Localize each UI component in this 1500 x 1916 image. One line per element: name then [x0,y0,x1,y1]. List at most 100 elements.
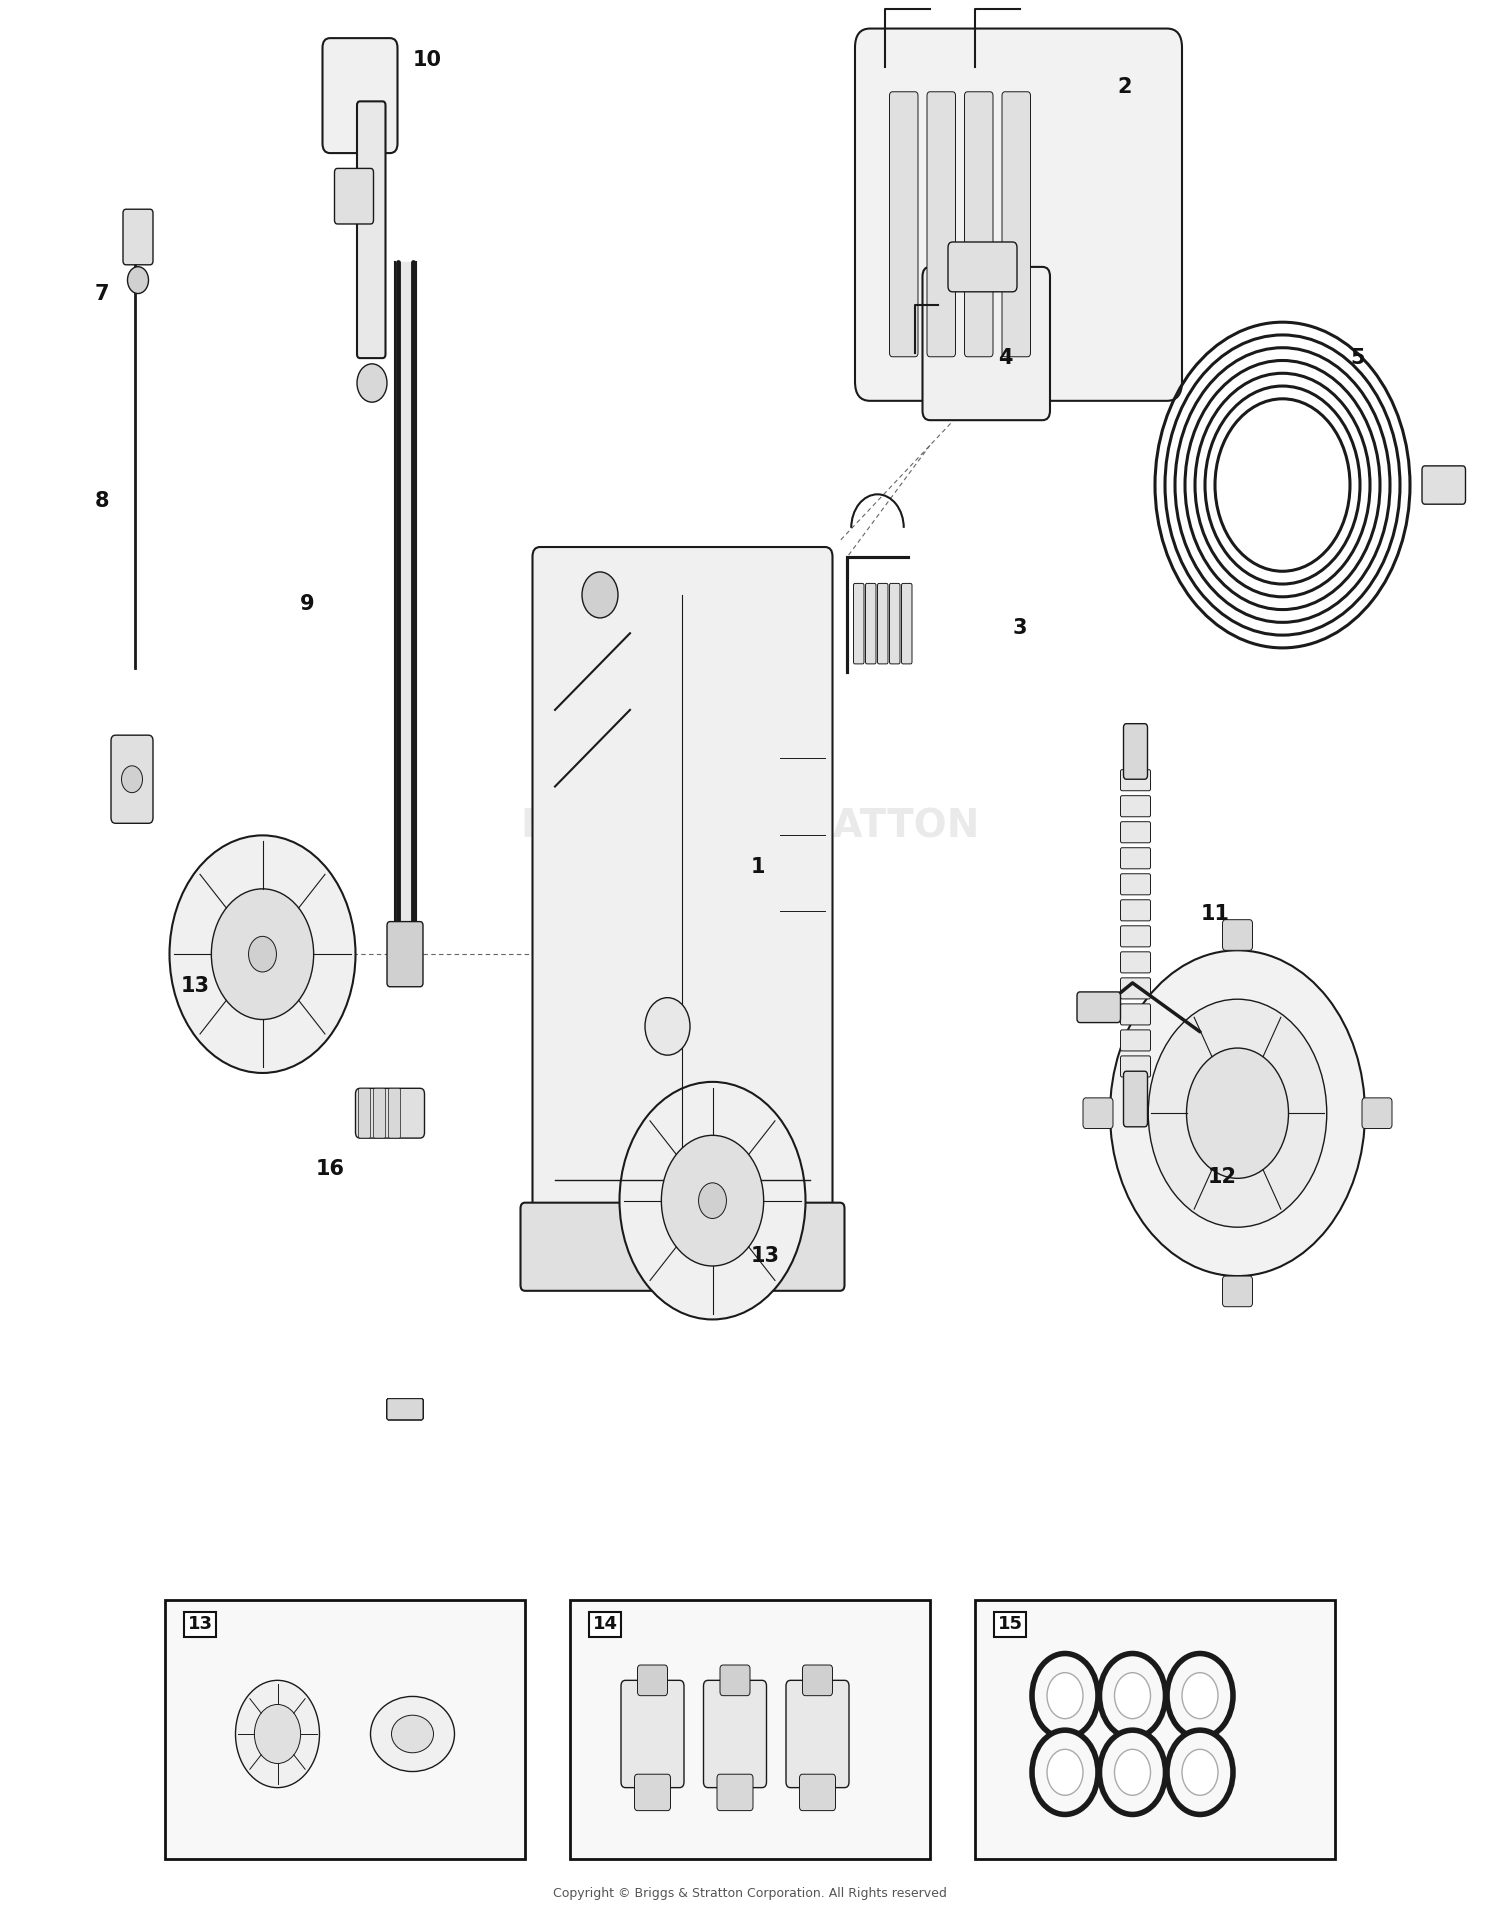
Text: 13: 13 [188,1615,213,1632]
FancyBboxPatch shape [1124,724,1148,780]
Text: 8: 8 [94,490,110,512]
Text: BRIGGS & STRATTON: BRIGGS & STRATTON [520,809,980,847]
FancyBboxPatch shape [1120,901,1150,922]
FancyBboxPatch shape [1120,770,1150,791]
FancyBboxPatch shape [520,1203,844,1291]
FancyBboxPatch shape [1120,795,1150,816]
Circle shape [122,766,142,793]
Text: 16: 16 [315,1159,345,1178]
FancyBboxPatch shape [890,92,918,356]
FancyBboxPatch shape [1120,925,1150,947]
Circle shape [1182,1749,1218,1795]
FancyBboxPatch shape [322,38,398,153]
Circle shape [1047,1673,1083,1719]
Circle shape [1114,1673,1150,1719]
FancyBboxPatch shape [1120,977,1150,998]
Text: 5: 5 [1350,349,1365,368]
FancyBboxPatch shape [111,736,153,824]
FancyBboxPatch shape [357,102,386,358]
FancyBboxPatch shape [1362,1098,1392,1129]
FancyBboxPatch shape [638,1665,668,1696]
FancyBboxPatch shape [878,584,888,665]
Text: 4: 4 [998,349,1012,368]
FancyBboxPatch shape [387,1399,423,1420]
Circle shape [620,1083,806,1320]
Circle shape [1167,1730,1233,1814]
FancyBboxPatch shape [358,1088,370,1138]
Circle shape [1149,1000,1326,1226]
Text: 9: 9 [300,594,315,615]
FancyBboxPatch shape [1422,466,1466,504]
Text: 3: 3 [1013,619,1028,638]
FancyBboxPatch shape [720,1665,750,1696]
Text: 11: 11 [1200,904,1230,924]
FancyBboxPatch shape [388,1088,400,1138]
FancyBboxPatch shape [334,169,374,224]
Text: 7: 7 [94,284,110,305]
Circle shape [1167,1654,1233,1738]
Text: 12: 12 [1208,1167,1237,1186]
Ellipse shape [392,1715,433,1753]
Circle shape [1032,1654,1098,1738]
FancyBboxPatch shape [1124,1071,1148,1127]
FancyBboxPatch shape [786,1680,849,1788]
Text: 13: 13 [180,975,210,996]
FancyBboxPatch shape [1002,92,1031,356]
FancyBboxPatch shape [1222,920,1252,950]
FancyBboxPatch shape [356,1088,424,1138]
Circle shape [645,998,690,1056]
FancyBboxPatch shape [1077,992,1120,1023]
FancyBboxPatch shape [1120,1056,1150,1077]
FancyBboxPatch shape [1120,1004,1150,1025]
Circle shape [1182,1673,1218,1719]
Circle shape [249,937,276,971]
FancyBboxPatch shape [387,1399,423,1420]
FancyBboxPatch shape [387,1399,423,1420]
Circle shape [1110,950,1365,1276]
Circle shape [128,266,148,293]
FancyBboxPatch shape [387,1399,423,1420]
Text: 14: 14 [592,1615,618,1632]
FancyBboxPatch shape [865,584,876,665]
Circle shape [357,364,387,402]
FancyBboxPatch shape [1083,1098,1113,1129]
FancyBboxPatch shape [123,209,153,264]
FancyBboxPatch shape [634,1774,670,1811]
Text: Copyright © Briggs & Stratton Corporation. All Rights reserved: Copyright © Briggs & Stratton Corporatio… [554,1887,946,1899]
Circle shape [582,571,618,617]
Circle shape [1032,1730,1098,1814]
FancyBboxPatch shape [1120,847,1150,868]
Circle shape [255,1705,300,1763]
FancyBboxPatch shape [374,1088,386,1138]
FancyBboxPatch shape [387,922,423,987]
FancyBboxPatch shape [387,1399,423,1420]
Circle shape [699,1182,726,1219]
FancyBboxPatch shape [1120,1031,1150,1052]
FancyBboxPatch shape [948,241,1017,291]
FancyBboxPatch shape [1120,822,1150,843]
FancyBboxPatch shape [1120,874,1150,895]
FancyBboxPatch shape [890,584,900,665]
Circle shape [662,1136,764,1266]
Text: 10: 10 [413,50,442,71]
Ellipse shape [370,1696,454,1772]
FancyBboxPatch shape [855,29,1182,400]
FancyBboxPatch shape [717,1774,753,1811]
Bar [165,1600,525,1859]
Circle shape [1186,1048,1288,1178]
Circle shape [211,889,314,1019]
FancyBboxPatch shape [704,1680,766,1788]
Circle shape [236,1680,320,1788]
FancyBboxPatch shape [621,1680,684,1788]
FancyBboxPatch shape [802,1665,832,1696]
Circle shape [1100,1730,1166,1814]
Bar [570,1600,930,1859]
Text: 1: 1 [750,856,765,878]
Circle shape [1114,1749,1150,1795]
FancyBboxPatch shape [922,266,1050,420]
FancyBboxPatch shape [387,1399,423,1420]
FancyBboxPatch shape [902,584,912,665]
Circle shape [170,835,356,1073]
Text: 13: 13 [750,1245,780,1266]
Text: 2: 2 [1118,77,1132,98]
